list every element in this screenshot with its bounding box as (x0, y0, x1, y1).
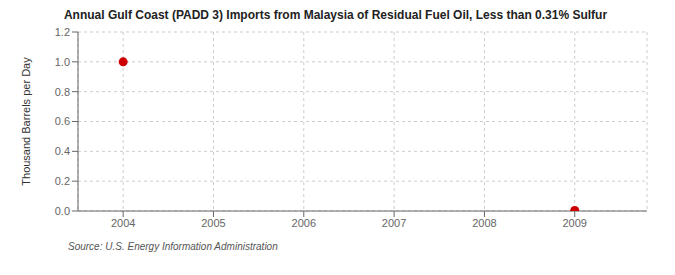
html-text:Source: U.S. Energy Informatio: Source: U.S. Energy Information Administ… (68, 241, 278, 252)
svg-text:0.8: 0.8 (55, 86, 70, 98)
svg-text:2005: 2005 (201, 217, 225, 229)
svg-text:2004: 2004 (111, 217, 135, 229)
svg-text:2006: 2006 (292, 217, 316, 229)
svg-text:0.4: 0.4 (55, 145, 70, 157)
svg-text:0.2: 0.2 (55, 175, 70, 187)
svg-text:0.0: 0.0 (55, 205, 70, 217)
svg-text:1.2: 1.2 (55, 26, 70, 38)
svg-text:2009: 2009 (563, 217, 587, 229)
svg-text:0.6: 0.6 (55, 115, 70, 127)
svg-text:2007: 2007 (382, 217, 406, 229)
html-text:Annual Gulf Coast (PADD 3) Imp: Annual Gulf Coast (PADD 3) Imports from … (63, 8, 608, 22)
svg-text:2008: 2008 (472, 217, 496, 229)
svg-text:1.0: 1.0 (55, 56, 70, 68)
svg-text:Thousand Barrels per Day: Thousand Barrels per Day (20, 57, 32, 186)
